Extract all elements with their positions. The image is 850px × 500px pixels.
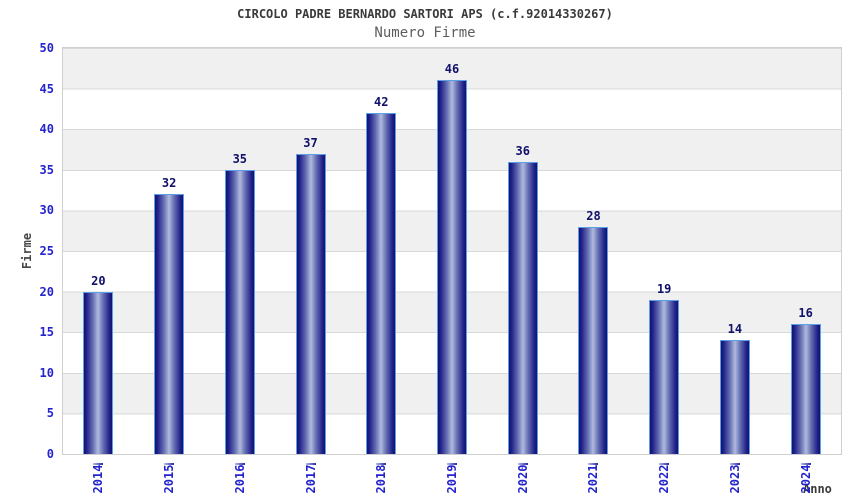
chart-subtitle: Numero Firme	[374, 25, 476, 41]
x-tick-mark	[93, 463, 104, 465]
bar-value-label: 20	[91, 274, 106, 288]
bar	[719, 340, 750, 454]
x-tick-mark	[447, 463, 457, 465]
plot-area: 20 32 35 37 42 46 36 28 19 14 16	[62, 47, 842, 455]
x-tick-mark	[305, 463, 316, 465]
bar-value-label: 16	[798, 306, 813, 320]
bar	[295, 154, 326, 454]
x-tick-label: 2019	[445, 464, 459, 494]
x-tick-label: 2015	[162, 464, 177, 494]
x-tick-label: 2021	[586, 464, 601, 494]
x-tick-mark	[517, 463, 528, 465]
chart-title: CIRCOLO PADRE BERNARDO SARTORI APS (c.f.…	[237, 7, 613, 21]
x-tick-label: 2014	[91, 464, 106, 494]
bar	[83, 292, 114, 454]
bar-value-label: 46	[444, 62, 460, 76]
x-tick-label: 2022	[657, 464, 672, 494]
x-tick-mark	[234, 463, 245, 465]
y-tick-label: 20	[39, 284, 54, 299]
x-tick-label: 2017	[303, 464, 318, 494]
x-tick-mark	[729, 463, 740, 465]
bar-value-label: 37	[303, 136, 318, 150]
y-tick-label: 35	[39, 162, 54, 177]
y-tick-label: 0	[46, 447, 54, 461]
bar-value-label: 14	[727, 322, 743, 336]
bar-value-label: 28	[586, 209, 601, 223]
x-tick-mark	[800, 463, 811, 465]
x-tick-label: 2018	[374, 464, 389, 494]
x-tick-mark	[659, 463, 670, 465]
bar-value-label: 35	[232, 152, 248, 166]
bar	[437, 80, 467, 454]
bar	[790, 324, 821, 454]
y-tick-label: 40	[39, 122, 54, 137]
y-tick-label: 25	[39, 244, 54, 258]
bar-value-label: 32	[161, 176, 177, 190]
y-tick-label: 10	[39, 365, 54, 380]
bar-value-label: 42	[374, 95, 389, 109]
bar	[154, 194, 185, 454]
bar	[366, 113, 397, 454]
x-tick-label: 2016	[232, 464, 247, 494]
x-tick-mark	[164, 463, 175, 465]
x-axis-label: Anno	[803, 482, 832, 496]
y-tick-label: 15	[39, 325, 54, 340]
y-tick-label: 30	[39, 203, 54, 218]
y-tick-label: 5	[46, 406, 54, 421]
bar-value-label: 36	[515, 144, 530, 158]
x-tick-label: 2024	[798, 464, 813, 494]
x-tick-label: 2023	[727, 464, 742, 494]
bar	[649, 300, 680, 454]
x-tick-mark	[376, 463, 387, 465]
bar	[578, 227, 609, 454]
x-tick-mark	[588, 463, 599, 465]
bar-value-label: 19	[656, 282, 672, 296]
x-tick-label: 2020	[515, 464, 530, 494]
y-tick-label: 45	[39, 81, 54, 96]
y-tick-label: 50	[39, 41, 54, 55]
bar	[224, 170, 255, 454]
bar	[507, 162, 538, 454]
